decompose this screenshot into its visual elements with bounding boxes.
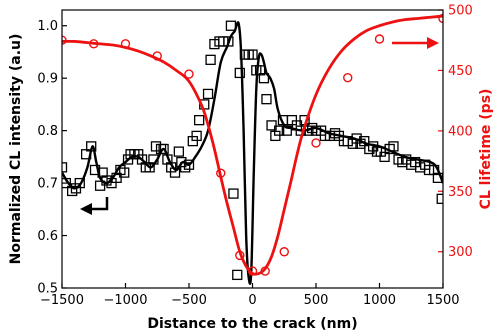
x-tick-label: 1000 (363, 293, 396, 308)
intensity-data-point (243, 49, 254, 60)
x-tick-label: −1000 (104, 293, 148, 308)
intensity-data-point (436, 193, 443, 204)
right-y-axis-ticks: 300 350 400 450 500 (438, 4, 473, 260)
lifetime-data-point (184, 69, 194, 79)
plot-area (62, 13, 443, 285)
intensity-data-point (187, 135, 198, 147)
lifetime-fit-line (62, 14, 443, 276)
left-y-tick-label: 1.0 (37, 19, 58, 34)
series-layer (62, 13, 443, 285)
intensity-data-point (136, 154, 148, 165)
intensity-data-point (397, 156, 408, 168)
lifetime-data-point (279, 247, 289, 257)
right-y-tick-label: 500 (448, 4, 473, 19)
lifetime-data-point (343, 72, 353, 83)
plot-frame (61, 9, 444, 289)
intensity-data-point (144, 162, 155, 173)
intensity-data-point (183, 159, 195, 170)
intensity-fit-line (62, 21, 443, 285)
x-tick-label: 500 (304, 293, 329, 308)
left-y-axis-ticks: 0.5 0.6 0.7 0.8 0.9 1.0 (37, 19, 67, 297)
x-tick-label: 1500 (426, 293, 459, 308)
intensity-data-point (62, 162, 68, 173)
x-axis-ticks: −1500 −1000 −500 0 500 1000 1500 (40, 283, 460, 308)
intensity-data-point (232, 269, 243, 281)
intensity-data-point (133, 149, 144, 160)
intensity-data-point (258, 73, 270, 84)
x-tick-label: −500 (171, 293, 207, 308)
intensity-data-point (191, 130, 202, 142)
left-y-tick-label: 0.8 (37, 124, 58, 139)
intensity-data-point (74, 177, 85, 189)
intensity-data-point (94, 180, 106, 191)
intensity-data-point (202, 88, 214, 100)
intensity-data-point (158, 143, 169, 155)
right-y-tick-label: 350 (448, 185, 473, 200)
intensity-data-point (70, 183, 82, 194)
intensity-data-point (122, 154, 134, 165)
left-y-tick-label: 0.6 (37, 229, 58, 244)
intensity-data-point (274, 125, 285, 136)
intensity-data-point (205, 54, 216, 65)
lifetime-data-point (438, 13, 443, 24)
intensity-data-point (266, 120, 277, 131)
left-y-axis-title: Normalized CL intensity (a.u) (8, 34, 24, 265)
lifetime-data-point (311, 138, 321, 148)
intensity-data-point (173, 146, 184, 157)
intensity-data-point (247, 49, 258, 60)
intensity-data-point (119, 167, 130, 178)
left-axis-arrow (80, 197, 109, 215)
right-y-axis-title: CL lifetime (ps) (478, 89, 494, 210)
right-y-tick-label: 400 (448, 124, 473, 139)
intensity-data-point (270, 130, 281, 142)
right-axis-arrow (392, 37, 439, 49)
intensity-data-point (89, 164, 101, 176)
x-tick-label: 0 (248, 293, 256, 308)
intensity-data-point (225, 20, 237, 31)
intensity-data-point (194, 115, 205, 126)
intensity-data-point (261, 94, 272, 105)
left-y-tick-label: 0.9 (37, 72, 58, 87)
right-y-tick-label: 300 (448, 245, 473, 260)
intensity-data-point (234, 67, 245, 79)
left-y-tick-label: 0.5 (37, 282, 58, 297)
lifetime-data-point (374, 34, 385, 44)
intensity-data-point (228, 188, 239, 199)
x-axis-title: Distance to the crack (nm) (147, 316, 357, 332)
x-tick-label: −1500 (40, 293, 84, 308)
right-y-tick-label: 450 (448, 64, 473, 79)
left-y-tick-label: 0.7 (37, 177, 58, 192)
